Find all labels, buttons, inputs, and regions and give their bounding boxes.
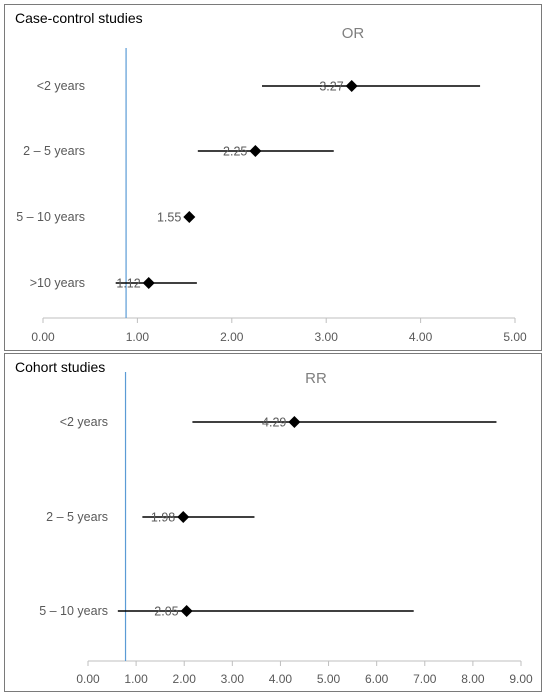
estimate-marker bbox=[288, 416, 301, 428]
case-control-title: Case-control studies bbox=[15, 10, 143, 26]
case-control-panel: Case-control studies bbox=[4, 4, 542, 351]
x-tick-label: 5.00 bbox=[503, 330, 527, 344]
value-label: 2.25 bbox=[223, 145, 247, 159]
x-tick-label: 2.00 bbox=[173, 672, 197, 686]
x-tick-label: 6.00 bbox=[365, 672, 389, 686]
measure-label: RR bbox=[305, 370, 327, 387]
x-tick-label: 0.00 bbox=[31, 330, 55, 344]
value-label: 1.98 bbox=[151, 511, 175, 525]
cohort-panel: Cohort studies bbox=[4, 353, 542, 692]
x-tick-label: 9.00 bbox=[509, 672, 533, 686]
estimate-marker bbox=[183, 211, 196, 223]
x-tick-label: 3.00 bbox=[221, 672, 245, 686]
category-label: >10 years bbox=[30, 276, 85, 290]
x-tick-label: 7.00 bbox=[413, 672, 437, 686]
value-label: 1.55 bbox=[157, 211, 181, 225]
value-label: 2.05 bbox=[154, 605, 178, 619]
x-tick-label: 4.00 bbox=[269, 672, 293, 686]
x-tick-label: 4.00 bbox=[409, 330, 433, 344]
category-label: <2 years bbox=[60, 415, 108, 429]
x-tick-label: 3.00 bbox=[315, 330, 339, 344]
estimate-marker bbox=[180, 605, 193, 617]
value-label: 4.29 bbox=[262, 416, 286, 430]
estimate-marker bbox=[345, 80, 358, 92]
measure-label: OR bbox=[342, 25, 365, 42]
estimate-marker bbox=[249, 145, 262, 157]
category-label: 2 – 5 years bbox=[23, 144, 85, 158]
estimate-marker bbox=[142, 277, 155, 289]
x-tick-label: 0.00 bbox=[76, 672, 100, 686]
cohort-title: Cohort studies bbox=[15, 359, 106, 375]
category-label: 5 – 10 years bbox=[16, 210, 85, 224]
x-tick-label: 5.00 bbox=[317, 672, 341, 686]
x-tick-label: 8.00 bbox=[461, 672, 485, 686]
x-tick-label: 1.00 bbox=[124, 672, 148, 686]
x-tick-label: 2.00 bbox=[220, 330, 244, 344]
category-label: 5 – 10 years bbox=[39, 604, 108, 618]
category-label: <2 years bbox=[37, 79, 85, 93]
estimate-marker bbox=[177, 511, 190, 523]
x-tick-label: 1.00 bbox=[126, 330, 150, 344]
value-label: 3.27 bbox=[319, 80, 343, 94]
category-label: 2 – 5 years bbox=[46, 510, 108, 524]
value-label: 1.12 bbox=[116, 277, 140, 291]
